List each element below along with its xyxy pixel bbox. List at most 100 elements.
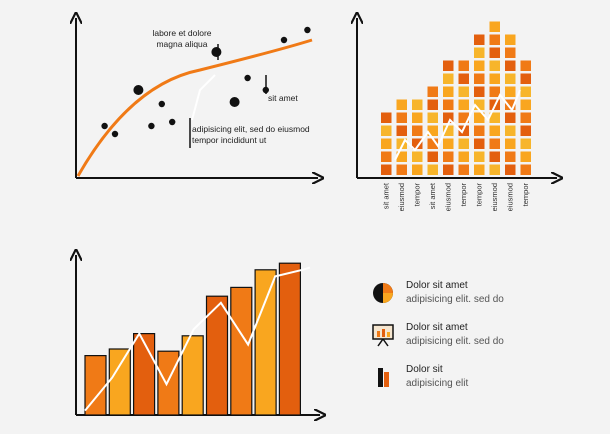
legend-item-pie: Dolor sit amet adipisicing elit. sed do — [370, 280, 570, 314]
bar — [108, 348, 131, 416]
block-cell — [458, 164, 469, 175]
bar — [133, 333, 156, 416]
scatter-trend-curve — [76, 38, 313, 177]
block-bar-chart: sit amet eiusmod tempor sit amet eiusmod temp… — [357, 18, 557, 211]
legend: Dolor sit amet adipisicing elit. sed do … — [370, 280, 570, 400]
tick-label: eiusmod — [505, 183, 514, 211]
block-cell — [427, 112, 438, 123]
legend-title: Dolor sit amet — [406, 322, 468, 333]
block-cell — [474, 138, 485, 149]
scatter-point — [101, 122, 108, 130]
scatter-point — [158, 100, 165, 108]
block-cell — [443, 125, 454, 136]
block-cell — [443, 86, 454, 97]
block-cell — [427, 164, 438, 175]
bar-white-line — [84, 266, 311, 412]
legend-subtitle: adipisicing elit — [406, 378, 469, 389]
block-cell — [381, 151, 392, 162]
block-tick-labels: sit amet eiusmod tempor sit amet eiusmod temp… — [381, 182, 530, 211]
block-cell — [458, 125, 469, 136]
block-cell — [443, 73, 454, 84]
block-cell — [458, 73, 469, 84]
bar — [157, 350, 180, 416]
block-cell — [505, 47, 516, 58]
block-cell — [396, 138, 407, 149]
tick-label: sit amet — [428, 182, 437, 209]
block-cell — [474, 112, 485, 123]
bar — [205, 295, 229, 416]
block-cell — [474, 86, 485, 97]
scatter-point — [169, 118, 176, 126]
block-cell — [381, 164, 392, 175]
block-cell — [474, 34, 485, 45]
annotation-text: magna aliqua — [156, 39, 207, 49]
pie-chart-icon — [373, 283, 393, 303]
bar — [254, 269, 277, 416]
block-cell — [474, 47, 485, 58]
block-cell — [396, 164, 407, 175]
block-cell — [412, 112, 423, 123]
scatter-point — [244, 74, 251, 82]
legend-title: Dolor sit amet — [406, 280, 468, 291]
block-cell — [520, 112, 531, 123]
block-cell — [489, 138, 500, 149]
tick-label: eiusmod — [397, 183, 406, 211]
block-cell — [381, 112, 392, 123]
block-cell — [458, 60, 469, 71]
block-cell — [505, 99, 516, 110]
block-cell — [427, 99, 438, 110]
block-cell — [474, 60, 485, 71]
scatter-point — [111, 130, 119, 138]
block-cell — [396, 125, 407, 136]
block-cell — [520, 151, 531, 162]
annotation-text: labore et dolore — [152, 28, 211, 38]
scatter-point — [304, 26, 311, 34]
tick-label: sit amet — [381, 182, 390, 209]
scatter-point — [211, 47, 222, 57]
tick-label: tempor — [474, 182, 483, 206]
block-cell — [412, 138, 423, 149]
block-cell — [489, 21, 500, 32]
block-cell — [427, 125, 438, 136]
block-cell — [505, 125, 516, 136]
block-cell — [505, 151, 516, 162]
block-cell — [474, 125, 485, 136]
scatter-points — [101, 26, 311, 138]
block-cell — [505, 86, 516, 97]
block-cell — [458, 99, 469, 110]
block-cell — [505, 73, 516, 84]
legend-subtitle: adipisicing elit. sed do — [406, 336, 504, 347]
block-cell — [520, 164, 531, 175]
block-cell — [443, 138, 454, 149]
annotation-text: sit amet — [268, 93, 298, 103]
tick-label: tempor — [412, 182, 421, 206]
bar — [230, 286, 253, 416]
block-cell — [489, 47, 500, 58]
block-cell — [489, 34, 500, 45]
block-cell — [412, 151, 423, 162]
legend-subtitle: adipisicing elit. sed do — [406, 294, 504, 305]
block-cell — [427, 151, 438, 162]
block-cell — [520, 86, 531, 97]
block-cell — [396, 112, 407, 123]
block-cell — [427, 138, 438, 149]
block-cell — [443, 112, 454, 123]
block-cell — [396, 151, 407, 162]
block-cell — [520, 138, 531, 149]
block-cell — [474, 99, 485, 110]
annotation-text: adipisicing elit, sed do eiusmod — [192, 124, 310, 134]
scatter-white-trend — [191, 74, 216, 121]
bar-chart-icon — [378, 368, 389, 387]
block-cell — [505, 112, 516, 123]
bar-line-chart — [76, 255, 320, 415]
block-cell — [520, 73, 531, 84]
block-white-trend — [394, 89, 521, 161]
block-cell — [381, 125, 392, 136]
block-cell — [412, 164, 423, 175]
block-cells — [381, 21, 531, 175]
block-cell — [520, 99, 531, 110]
tick-label: eiusmod — [443, 183, 452, 211]
block-cell — [443, 164, 454, 175]
